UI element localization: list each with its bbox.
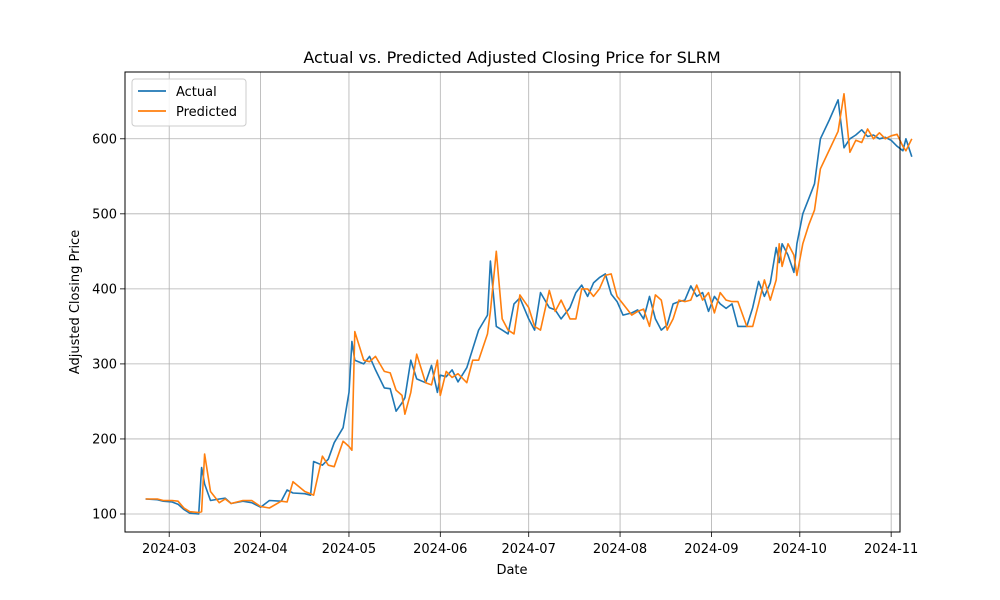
series-line-predicted — [145, 93, 913, 514]
x-axis: 2024-03 2024-04 2024-05 2024-06 2024-07 2024-… — [142, 532, 918, 557]
y-axis-label: Adjusted Closing Price — [68, 230, 83, 374]
series-layer — [145, 93, 913, 515]
y-tick-label: 500 — [92, 207, 117, 222]
legend-label-predicted: Predicted — [176, 105, 237, 120]
series-line-actual — [145, 99, 913, 515]
x-tick-label: 2024-07 — [502, 542, 556, 557]
y-tick-label: 100 — [92, 507, 117, 522]
x-tick-label: 2024-11 — [864, 542, 918, 557]
x-axis-label: Date — [496, 563, 527, 578]
x-tick-label: 2024-05 — [322, 542, 376, 557]
chart-title: Actual vs. Predicted Adjusted Closing Pr… — [303, 48, 720, 67]
x-tick-label: 2024-03 — [142, 542, 196, 557]
y-tick-label: 600 — [92, 132, 117, 147]
y-axis: 100 200 300 400 500 600 — [92, 132, 125, 522]
legend-label-actual: Actual — [176, 85, 217, 100]
plot-frame — [124, 71, 901, 533]
x-tick-label: 2024-10 — [773, 542, 827, 557]
x-tick-label: 2024-09 — [684, 542, 738, 557]
legend: Actual Predicted — [131, 78, 247, 127]
y-tick-label: 300 — [92, 357, 117, 372]
x-tick-label: 2024-04 — [233, 542, 287, 557]
y-tick-label: 400 — [92, 282, 117, 297]
grid-lines — [125, 72, 900, 532]
x-tick-label: 2024-06 — [413, 542, 467, 557]
y-tick-label: 200 — [92, 432, 117, 447]
x-tick-label: 2024-08 — [593, 542, 647, 557]
